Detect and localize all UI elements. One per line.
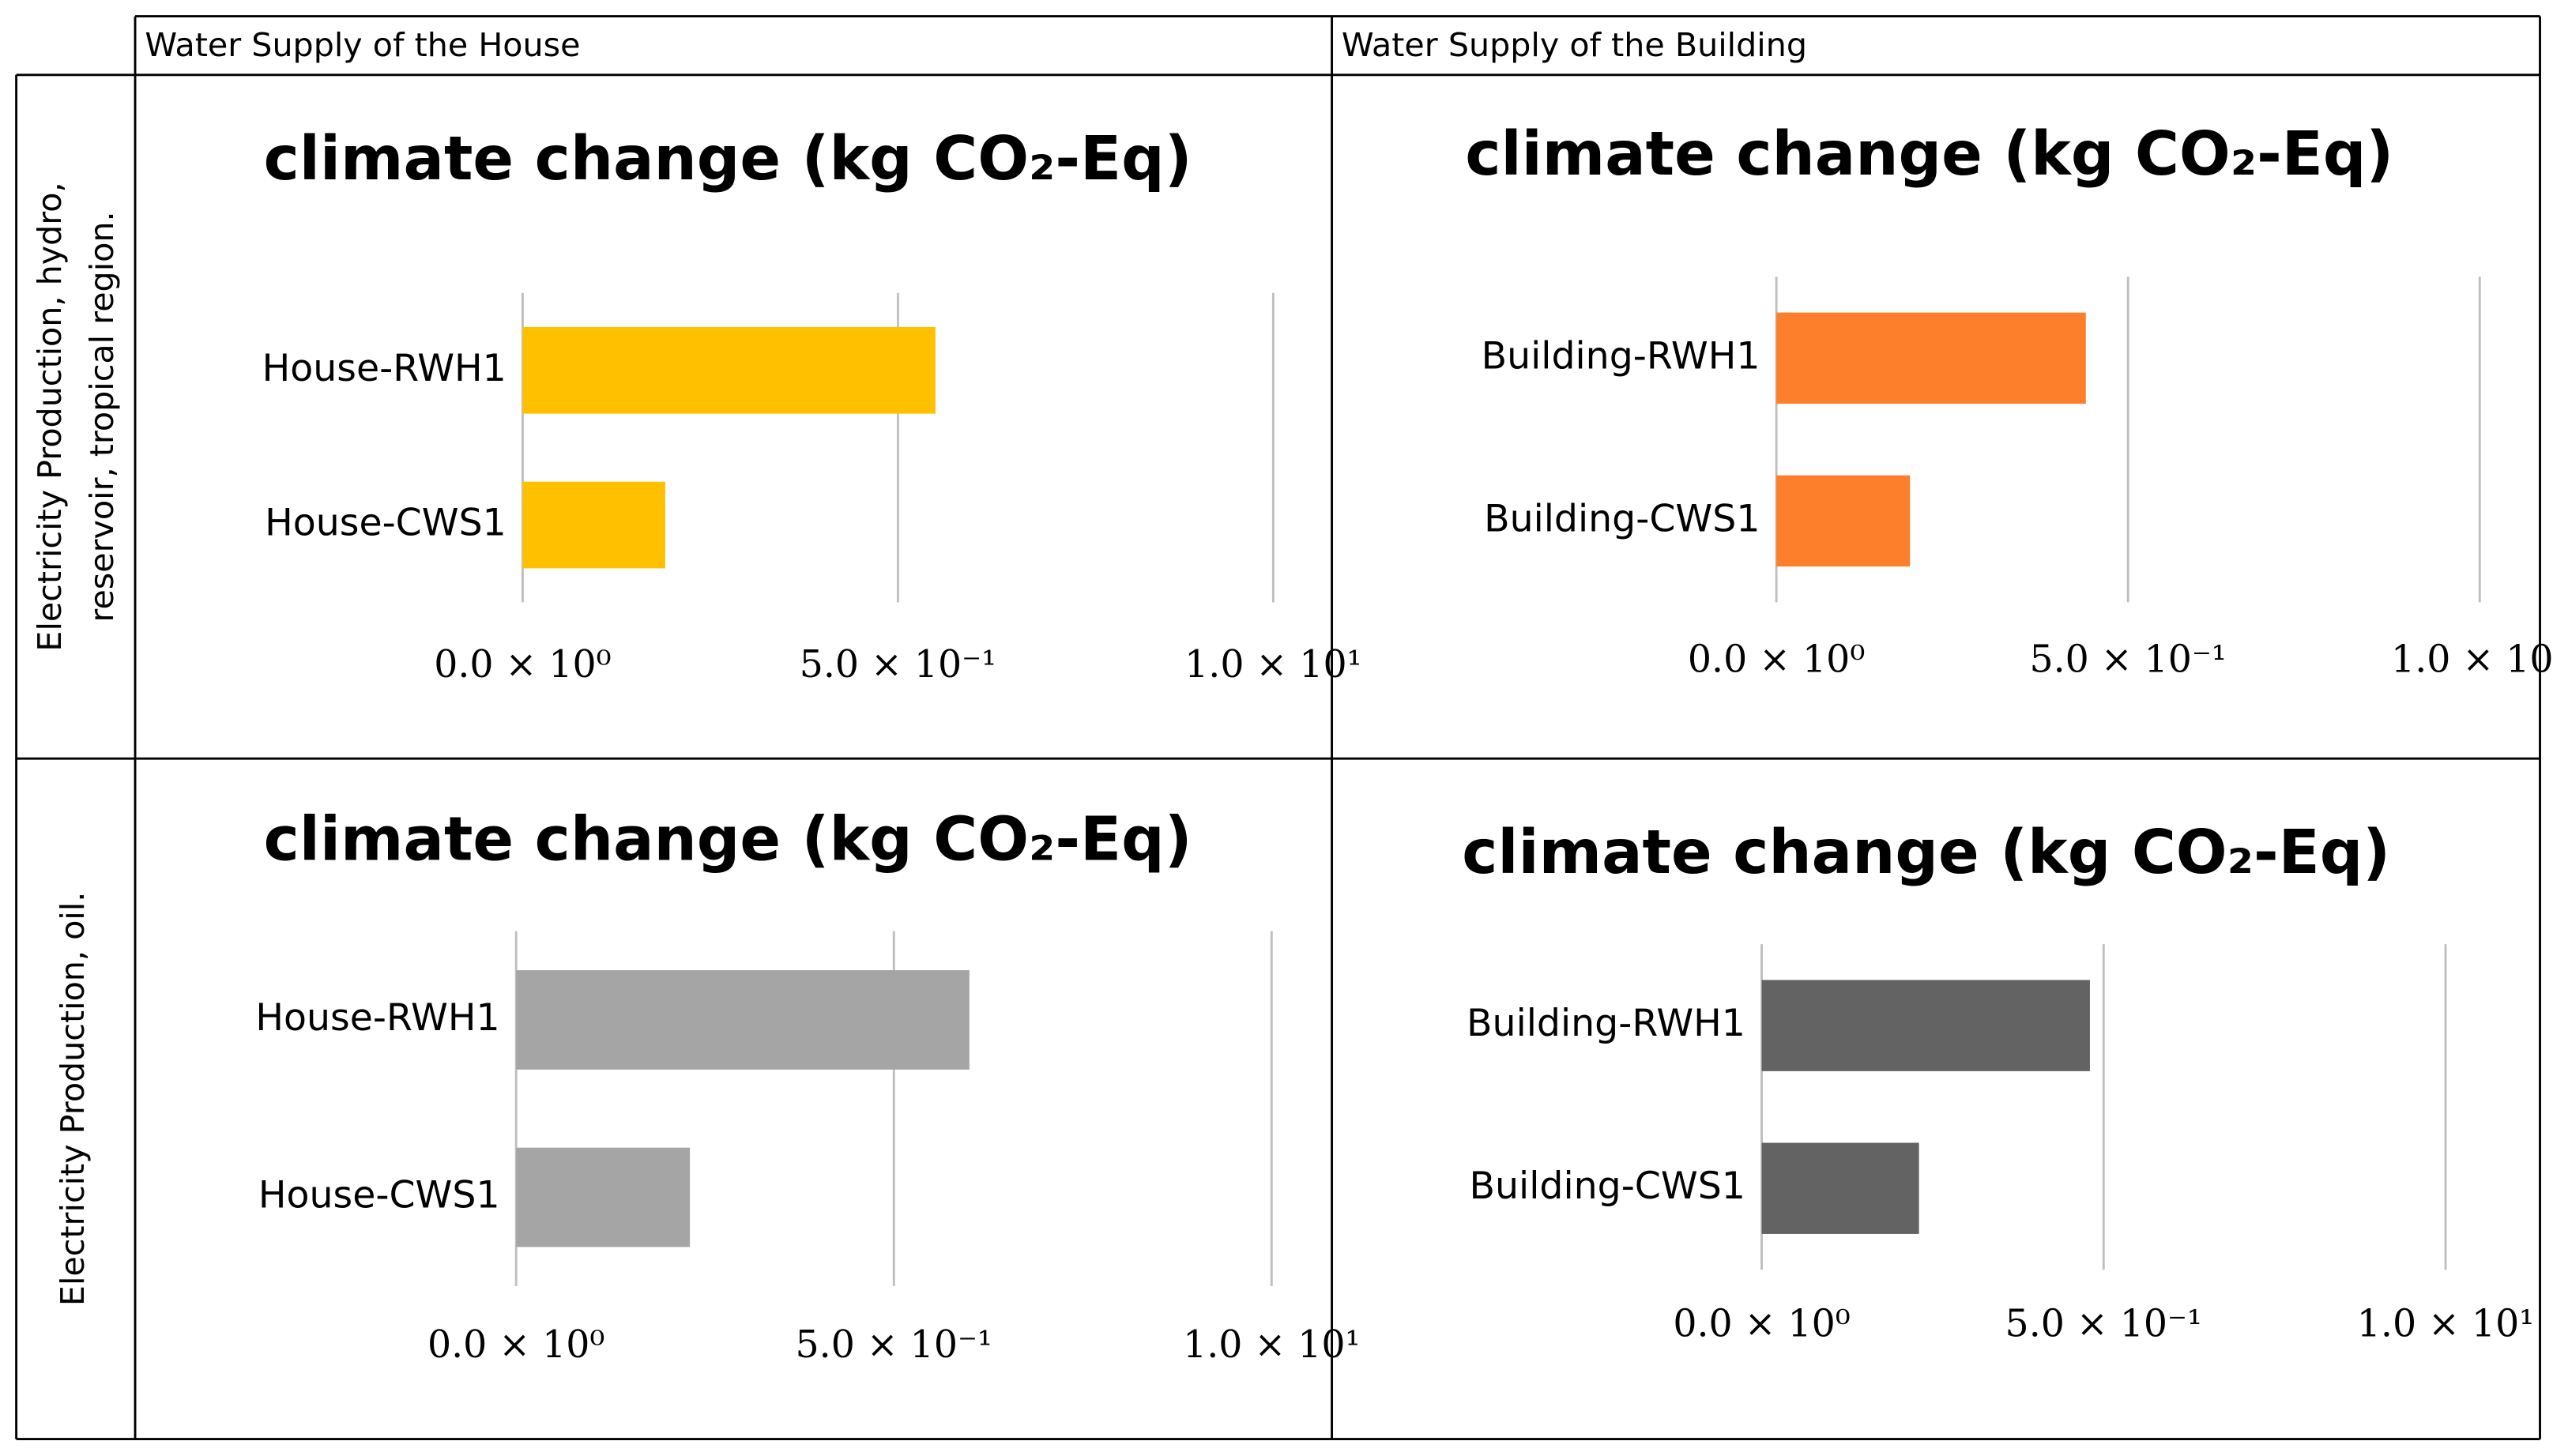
category-label: Building-CWS1: [1484, 497, 1760, 540]
row-header: reservoir, tropical region.: [83, 211, 121, 622]
x-tick-label: 5.0 × 10⁻¹: [800, 643, 996, 687]
x-tick-label: 1.0 × 10¹: [1183, 1323, 1360, 1367]
bar: [1761, 1142, 1919, 1234]
x-tick-label: 1.0 × 10¹: [1184, 643, 1361, 687]
chart-title: climate change (kg CO₂-Eq): [1465, 119, 2393, 189]
x-tick-label: 5.0 × 10⁻¹: [796, 1323, 992, 1367]
x-tick-label: 0.0 × 10⁰: [427, 1323, 604, 1367]
category-label: Building-RWH1: [1482, 334, 1760, 378]
x-tick-label: 0.0 × 10⁰: [1688, 638, 1865, 682]
x-tick-label: 1.0 × 10¹: [2357, 1302, 2534, 1345]
chart-title: climate change (kg CO₂-Eq): [264, 123, 1192, 194]
x-tick-label: 5.0 × 10⁻¹: [2005, 1302, 2202, 1345]
bar: [1776, 312, 2086, 404]
x-tick-label: 0.0 × 10⁰: [434, 643, 611, 687]
bar: [516, 970, 970, 1070]
row-header: Electricity Production, oil.: [54, 892, 92, 1306]
category-label: Building-RWH1: [1467, 1002, 1745, 1045]
row-header: Electricity Production, hydro,: [31, 182, 69, 651]
category-label: House-RWH1: [255, 996, 499, 1040]
x-tick-label: 0.0 × 10⁰: [1673, 1302, 1850, 1345]
x-tick-label: 5.0 × 10⁻¹: [2029, 638, 2226, 682]
bar: [1761, 980, 2090, 1071]
bar: [1776, 475, 1911, 567]
category-label: House-CWS1: [265, 502, 506, 545]
bar: [522, 481, 665, 569]
bar: [516, 1147, 691, 1247]
chart-title: climate change (kg CO₂-Eq): [1462, 817, 2390, 887]
chart-title: climate change (kg CO₂-Eq): [264, 803, 1192, 874]
category-label: Building-CWS1: [1470, 1164, 1745, 1208]
bar: [522, 326, 936, 414]
column-header: Water Supply of the House: [145, 26, 580, 64]
x-tick-label: 1.0 × 10¹: [2391, 638, 2553, 682]
column-header: Water Supply of the Building: [1342, 26, 1807, 64]
category-label: House-RWH1: [262, 347, 506, 390]
category-label: House-CWS1: [258, 1174, 500, 1217]
